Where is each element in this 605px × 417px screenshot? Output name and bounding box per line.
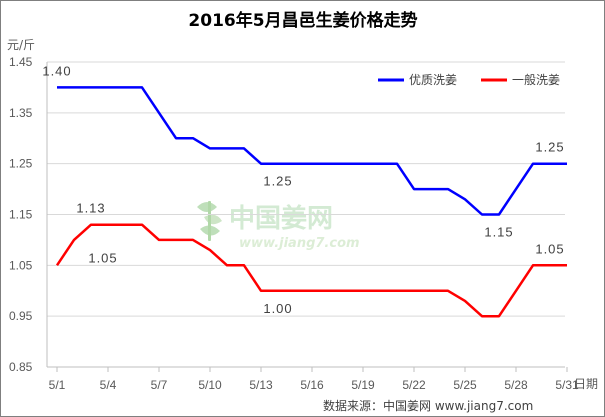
x-tick-label: 5/25 bbox=[453, 378, 477, 392]
data-label: 1.13 bbox=[76, 201, 105, 216]
x-tick-label: 5/1 bbox=[49, 378, 66, 392]
y-tick-labels: 0.85 0.95 1.05 1.15 1.25 1.35 1.45 bbox=[9, 55, 33, 374]
legend: 优质洗姜 一般洗姜 bbox=[378, 72, 560, 87]
y-tick-label: 1.05 bbox=[9, 258, 33, 272]
x-tick-label: 5/4 bbox=[100, 378, 117, 392]
source-note: 数据来源：中国姜网 www.jiang7.com bbox=[323, 398, 533, 413]
x-tick-label: 5/19 bbox=[351, 378, 375, 392]
data-label: 1.00 bbox=[263, 301, 292, 316]
x-tick-labels: 5/1 5/4 5/7 5/10 5/13 5/16 5/19 5/22 5/25 5/28 5/3… bbox=[49, 378, 579, 392]
data-label: 1.25 bbox=[535, 140, 564, 155]
data-label: 1.40 bbox=[42, 63, 71, 78]
x-tick-label: 5/13 bbox=[249, 378, 273, 392]
legend-label: 一般洗姜 bbox=[512, 72, 560, 87]
data-labels: 1.40 1.25 1.15 1.25 1.13 1.05 1.00 1.05 bbox=[42, 63, 564, 316]
data-label: 1.05 bbox=[88, 251, 117, 266]
data-label: 1.05 bbox=[535, 241, 564, 256]
y-tick-label: 0.85 bbox=[9, 360, 33, 374]
gridlines bbox=[47, 61, 565, 317]
x-tick-label: 5/31 bbox=[555, 378, 579, 392]
y-tick-label: 1.45 bbox=[9, 55, 33, 69]
x-tick-label: 5/7 bbox=[151, 378, 168, 392]
axes bbox=[46, 62, 568, 372]
y-tick-label: 1.15 bbox=[9, 208, 33, 222]
series-line-1 bbox=[55, 223, 567, 318]
y-tick-label: 1.35 bbox=[9, 106, 33, 120]
x-tick-label: 5/22 bbox=[402, 378, 426, 392]
legend-label: 优质洗姜 bbox=[409, 73, 457, 87]
watermark-text: 中国姜网 bbox=[229, 203, 333, 234]
ginger-logo-icon bbox=[197, 201, 222, 241]
data-label: 1.15 bbox=[484, 225, 513, 240]
y-tick-label: 1.25 bbox=[9, 157, 33, 171]
series-lines bbox=[55, 86, 567, 318]
y-tick-label: 0.95 bbox=[9, 309, 33, 323]
watermark-url: www.jiang7.com bbox=[239, 236, 360, 251]
x-tick-label: 5/10 bbox=[198, 378, 222, 392]
series-line-0 bbox=[57, 86, 567, 216]
data-label: 1.25 bbox=[263, 174, 292, 189]
chart-title: 2016年5月昌邑生姜价格走势 bbox=[188, 10, 417, 31]
x-axis-label: 日期 bbox=[574, 377, 598, 391]
y-axis-label: 元/斤 bbox=[7, 38, 35, 52]
watermark: 中国姜网 www.jiang7.com bbox=[197, 201, 360, 251]
x-tick-label: 5/28 bbox=[504, 378, 528, 392]
x-tick-label: 5/16 bbox=[300, 378, 324, 392]
